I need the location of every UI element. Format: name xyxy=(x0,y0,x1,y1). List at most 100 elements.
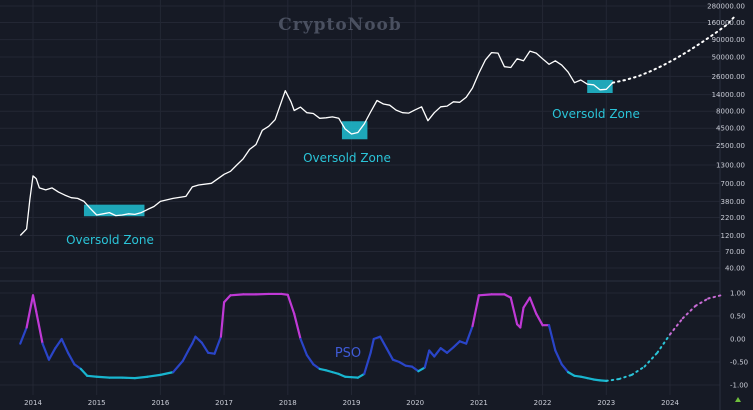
pso-line-segment xyxy=(428,349,436,358)
pso-line-segment xyxy=(535,312,544,327)
price-tick-label: 50000.00 xyxy=(712,53,745,61)
pso-line-segment xyxy=(229,293,245,297)
x-tick-label: 2016 xyxy=(151,399,169,407)
pso-line-segment xyxy=(503,293,512,299)
pso-line-segment xyxy=(477,293,493,297)
pso-line-segment xyxy=(337,372,347,378)
x-tick-label: 2018 xyxy=(279,399,297,407)
pso-line-segment xyxy=(331,371,340,376)
pso-line-segment xyxy=(385,347,395,361)
pso-line-segment xyxy=(19,326,28,345)
pso-label: PSO xyxy=(335,346,361,361)
pso-line-segment xyxy=(181,348,191,363)
price-tick-label: 120.00 xyxy=(721,232,746,240)
pso-line-segment xyxy=(433,347,442,358)
pso-line-segment xyxy=(191,335,197,345)
price-tick-label: 380.00 xyxy=(721,198,746,206)
pso-line-segment xyxy=(445,346,455,354)
price-tick-label: 26000.00 xyxy=(712,73,745,81)
pso-projection-segment xyxy=(669,317,684,336)
pso-y-axis: 1.00 0.50 0.00 -0.50 -1.00 xyxy=(730,290,748,390)
pso-line-segment xyxy=(363,351,372,376)
price-tick-label: 220.00 xyxy=(721,214,746,222)
pso-line-segment xyxy=(79,367,89,377)
pso-line-segment xyxy=(95,375,111,379)
x-tick-label: 2019 xyxy=(343,399,361,407)
price-line xyxy=(19,50,614,236)
pso-line-segment xyxy=(391,358,401,364)
pso-line-segment xyxy=(458,340,468,345)
price-tick-label: 90000.00 xyxy=(712,36,745,44)
pso-line-segment xyxy=(471,294,480,328)
pso-projection-segment xyxy=(643,351,659,368)
price-tick-label: 280000.00 xyxy=(707,3,745,11)
pso-line-segment xyxy=(566,371,576,377)
pso-line-segment xyxy=(372,335,382,341)
pso-line-segment xyxy=(519,306,525,329)
pso-line-segment xyxy=(522,296,531,309)
pso-line-segment xyxy=(47,347,57,361)
pso-tick-label: 0.50 xyxy=(730,313,746,321)
pso-line-segment xyxy=(66,351,76,366)
pso-line-segment xyxy=(35,310,44,345)
pso-line-segment xyxy=(509,296,519,326)
price-tick-label: 70.00 xyxy=(725,248,745,256)
pso-tick-label: -1.00 xyxy=(730,382,748,390)
pso-line-segment xyxy=(452,340,461,349)
grid xyxy=(0,0,720,395)
tree-icon xyxy=(735,397,741,402)
pso-projection-segment xyxy=(694,297,710,307)
pso-projection-segment xyxy=(605,378,621,382)
pso-line-segment xyxy=(73,363,82,370)
price-series xyxy=(19,16,735,236)
pso-line-segment xyxy=(286,293,296,315)
pso-line-segment xyxy=(31,294,38,313)
pso-line-segment xyxy=(369,337,375,354)
pso-line-segment xyxy=(133,375,149,380)
price-y-axis: 280000.00 160000.00 90000.00 50000.00 26000.… xyxy=(707,3,745,273)
pso-line-segment xyxy=(398,360,407,367)
pso-line-segment xyxy=(560,363,570,374)
pso-line-segment xyxy=(293,312,302,341)
price-tick-label: 4500.00 xyxy=(716,125,745,133)
pso-line-segment xyxy=(54,337,63,350)
pso-line-segment xyxy=(465,325,474,345)
pso-line-segment xyxy=(200,341,210,354)
price-tick-label: 2500.00 xyxy=(716,142,745,150)
price-tick-label: 160000.00 xyxy=(707,19,745,27)
x-tick-label: 2023 xyxy=(597,399,615,407)
pso-projection-segment xyxy=(656,333,671,354)
x-tick-label: 2015 xyxy=(88,399,106,407)
pso-line-segment xyxy=(305,354,315,366)
price-projection-line xyxy=(611,16,735,84)
x-tick-label: 2022 xyxy=(534,399,552,407)
price-tick-label: 8000.00 xyxy=(716,108,745,116)
pso-line-segment xyxy=(379,335,388,350)
pso-line-segment xyxy=(528,296,538,315)
pso-line-segment xyxy=(194,335,203,344)
pso-series xyxy=(19,292,722,382)
pso-projection-segment xyxy=(618,373,633,381)
price-tick-label: 14000.00 xyxy=(712,91,745,99)
pso-line-segment xyxy=(299,337,309,357)
x-tick-label: 2020 xyxy=(406,399,424,407)
price-tick-label: 40.00 xyxy=(725,265,745,273)
oversold-zone-label-2: Oversold Zone xyxy=(303,151,391,165)
pso-line-segment xyxy=(60,337,70,354)
x-tick-label: 2017 xyxy=(215,399,233,407)
pso-projection-segment xyxy=(630,365,646,376)
price-tick-label: 1300.00 xyxy=(716,161,745,169)
pso-line-segment xyxy=(439,347,449,354)
pso-line-segment xyxy=(312,363,321,370)
oversold-zone-label-3: Oversold Zone xyxy=(552,107,640,121)
pso-tick-label: 0.00 xyxy=(730,336,746,344)
pso-line-segment xyxy=(219,301,226,338)
pso-line-segment xyxy=(223,294,232,304)
watermark-text: CryptoNoob xyxy=(278,15,402,35)
oversold-zone-box xyxy=(83,204,145,217)
pso-line-segment xyxy=(146,373,162,378)
x-axis: 2014 2015 2016 2017 2018 2019 2020 2021 2022 2023… xyxy=(24,399,679,407)
pso-line-segment xyxy=(423,349,431,369)
price-tick-label: 700.00 xyxy=(721,180,746,188)
